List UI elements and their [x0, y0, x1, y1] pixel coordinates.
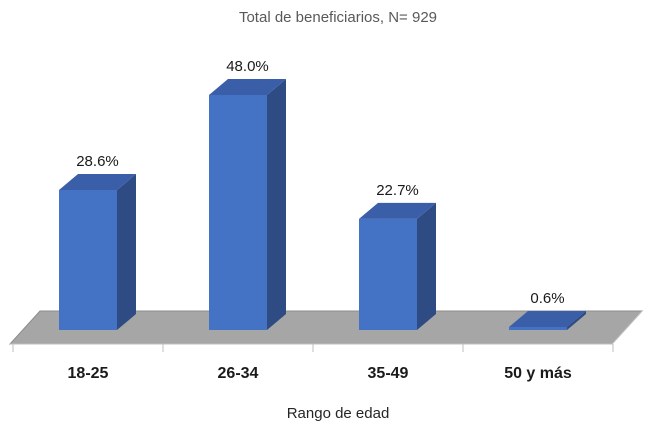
bar-front-face [59, 189, 117, 330]
value-label-50 y más: 0.6% [530, 290, 564, 307]
bar-35-49 [359, 202, 436, 330]
value-label-35-49: 22.7% [376, 182, 419, 199]
category-labels-group: 18-25 26-34 35-49 50 y más [68, 365, 572, 382]
bar-top-face [509, 311, 586, 327]
bar-top-face [359, 202, 436, 219]
bar-side-face [117, 173, 136, 330]
bar-top-face [209, 79, 286, 95]
bar-side-face [567, 311, 586, 330]
bar-26-34 [209, 79, 286, 330]
bar-side-face [417, 202, 436, 330]
bars-group: 28.6% 48.0% 22.7% 0.6% [59, 58, 586, 330]
value-label-26-34: 48.0% [226, 58, 269, 75]
bar-front-face [359, 218, 417, 330]
bar-side-face [267, 79, 286, 330]
tick-group [12, 344, 614, 352]
chart-title: Total de beneficiarios, N= 929 [239, 9, 437, 26]
bar-top-face [59, 173, 136, 190]
bar-front-face [209, 95, 267, 330]
bar-18-25 [59, 173, 136, 330]
x-axis-line-right [611, 310, 643, 345]
bar-50 y más [509, 311, 586, 330]
category-label-26-34: 26-34 [218, 365, 259, 382]
category-label-50 y más: 50 y más [504, 365, 572, 382]
category-label-35-49: 35-49 [368, 365, 409, 382]
value-label-18-25: 28.6% [76, 153, 119, 170]
category-label-18-25: 18-25 [68, 365, 109, 382]
bar-front-face [509, 327, 567, 330]
x-axis-title: Rango de edad [287, 405, 390, 422]
